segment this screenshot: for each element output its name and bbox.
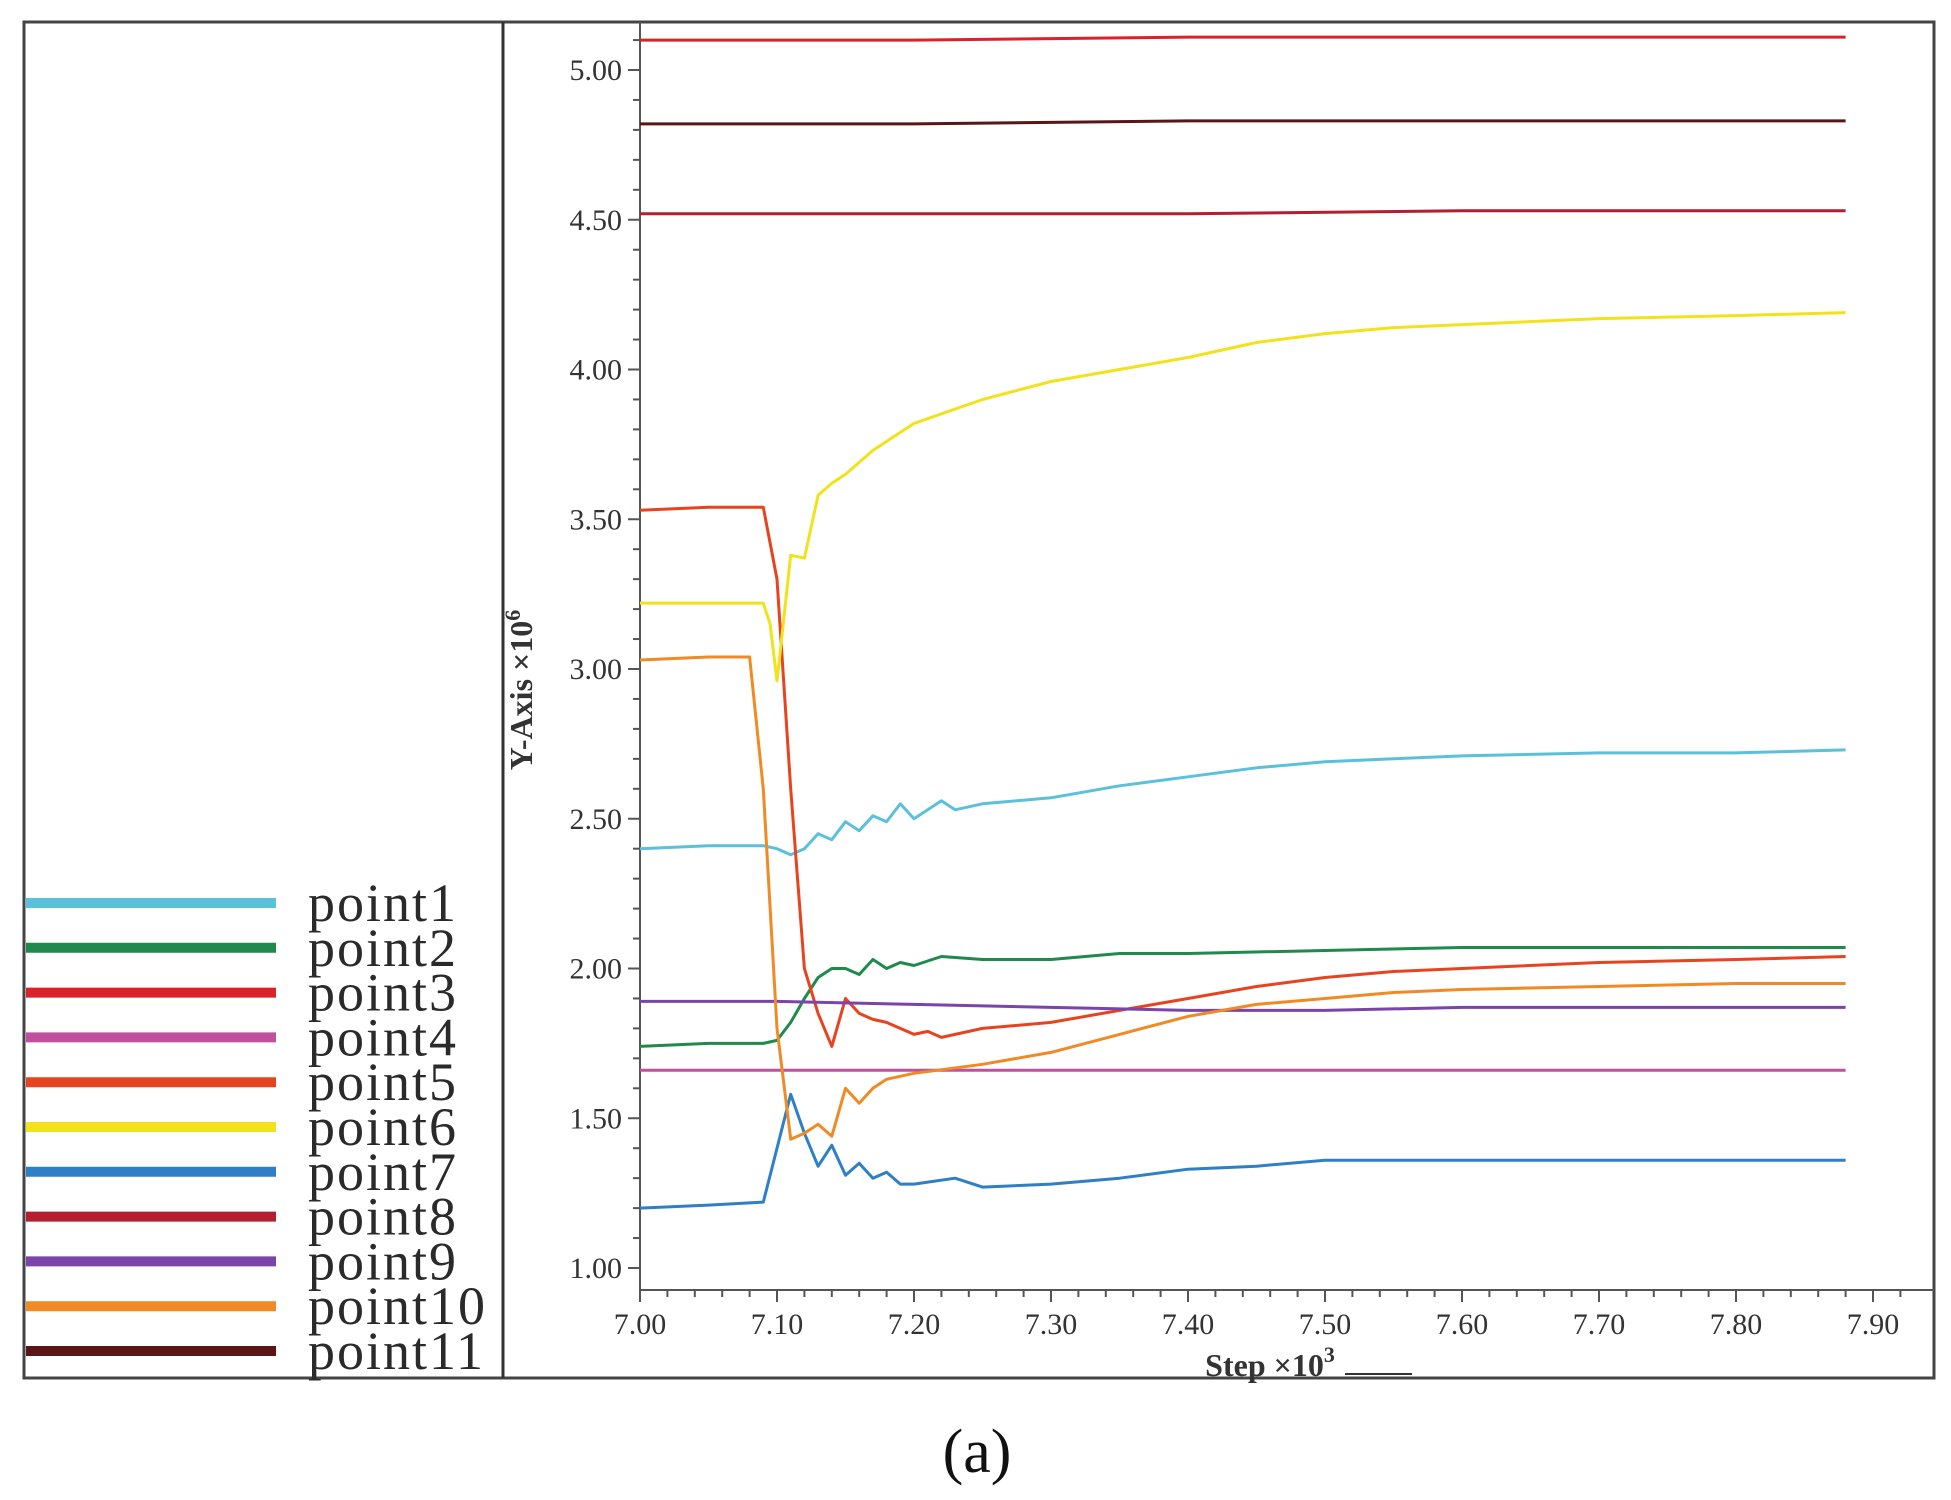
- x-tick-label: 7.10: [751, 1308, 804, 1341]
- series-line-point2: [639, 946, 1846, 1048]
- y-tick-label: 3.00: [570, 653, 623, 686]
- legend-label-point11: point11: [308, 1321, 485, 1381]
- legend-label-point5: point5: [308, 1052, 458, 1112]
- y-tick-label: 4.50: [570, 204, 623, 237]
- plot-area: 1.00 1.50 2.00 2.50 3.00 3.50 4.00 4.50 5.00 7.0…: [570, 22, 1934, 1341]
- legend-label-point3: point3: [308, 963, 458, 1023]
- x-tick-label: 7.40: [1162, 1308, 1215, 1341]
- y-tick-label: 3.50: [570, 503, 623, 536]
- series-line-point9: [640, 999, 1846, 1012]
- y-tick-label: 1.50: [570, 1102, 623, 1135]
- x-tick-label: 7.80: [1710, 1308, 1763, 1341]
- y-ticks: 1.00 1.50 2.00 2.50 3.00 3.50 4.00 4.50 5.00: [570, 39, 640, 1285]
- x-tick-label: 7.50: [1299, 1308, 1352, 1341]
- x-tick-label: 7.00: [614, 1308, 667, 1341]
- x-tick-label: 7.60: [1436, 1308, 1489, 1341]
- series-line-point6: [640, 311, 1846, 683]
- figure-frame: [22, 20, 1936, 1380]
- legend-label-point10: point10: [308, 1276, 487, 1336]
- x-axis-title: Step ×103: [1205, 1342, 1335, 1383]
- x-tick-label: 7.20: [888, 1308, 941, 1341]
- series-line-point7: [639, 1092, 1846, 1210]
- series-line-point3: [640, 35, 1846, 42]
- series-line-point5: [639, 505, 1846, 1048]
- legend-label-point8: point8: [308, 1187, 458, 1247]
- legend: point1point2point3point4point5point6poin…: [26, 873, 487, 1381]
- series-line-point11: [640, 119, 1846, 126]
- series-line-point8: [640, 209, 1846, 216]
- series-line-point1: [639, 748, 1846, 857]
- series-line-point10: [639, 655, 1846, 1141]
- x-tick-label: 7.90: [1847, 1308, 1900, 1341]
- y-axis-title: Y-Axis ×106: [500, 610, 539, 771]
- y-axis-title-exponent: 6: [500, 610, 525, 621]
- x-tick-label: 7.70: [1573, 1308, 1626, 1341]
- x-axis-title-text: Step ×10: [1205, 1347, 1324, 1383]
- y-tick-label: 5.00: [570, 54, 623, 87]
- legend-label-point2: point2: [308, 918, 458, 978]
- legend-label-point4: point4: [308, 1007, 458, 1067]
- legend-label-point7: point7: [308, 1142, 458, 1202]
- y-tick-label: 2.00: [570, 953, 623, 986]
- legend-label-point1: point1: [308, 873, 458, 933]
- figure-label: (a): [943, 1418, 1012, 1486]
- x-tick-label: 7.30: [1025, 1308, 1078, 1341]
- x-ticks: 7.00 7.10 7.20 7.30 7.40 7.50 7.60 7.70 7.80 7.90: [614, 1290, 1902, 1341]
- y-tick-label: 4.00: [570, 354, 623, 387]
- y-tick-label: 2.50: [570, 803, 623, 836]
- legend-label-point9: point9: [308, 1231, 458, 1291]
- y-axis-title-text: Y-Axis ×10: [503, 621, 539, 771]
- x-axis-title-exponent: 3: [1324, 1342, 1335, 1367]
- y-tick-label: 1.00: [570, 1252, 623, 1285]
- legend-label-point6: point6: [308, 1097, 458, 1157]
- series-lines: [639, 35, 1846, 1210]
